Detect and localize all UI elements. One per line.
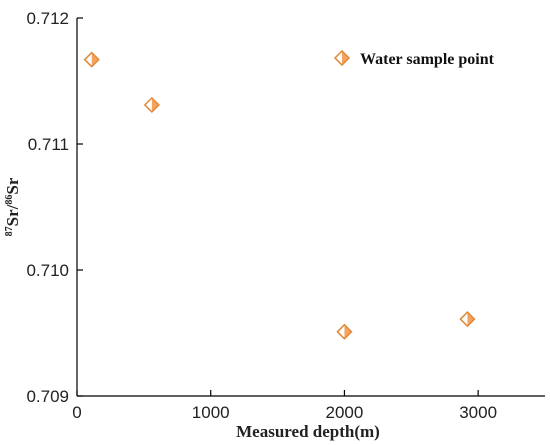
y-axis-title: 87Sr/86Sr bbox=[3, 177, 22, 236]
data-point bbox=[83, 51, 100, 68]
y-tick-label: 0.712 bbox=[26, 9, 69, 28]
x-ticks: 0 1000 2000 3000 bbox=[72, 390, 497, 422]
data-point bbox=[336, 323, 353, 340]
legend-label: Water sample point bbox=[360, 51, 495, 68]
x-tick-label: 0 bbox=[72, 403, 81, 422]
y-tick-label: 0.710 bbox=[26, 261, 69, 280]
x-tick-label: 3000 bbox=[459, 403, 497, 422]
legend: Water sample point bbox=[334, 50, 495, 68]
y-ticks: 0.709 0.710 0.711 0.712 bbox=[26, 9, 83, 406]
data-point bbox=[459, 311, 476, 328]
x-axis-title: Measured depth(m) bbox=[236, 422, 380, 441]
data-points bbox=[83, 51, 476, 340]
x-tick-label: 2000 bbox=[326, 403, 364, 422]
data-point bbox=[143, 96, 160, 113]
y-tick-label: 0.711 bbox=[28, 135, 69, 154]
y-tick-label: 0.709 bbox=[26, 387, 69, 406]
x-tick-label: 1000 bbox=[192, 403, 230, 422]
legend-marker-icon bbox=[334, 50, 350, 66]
legend-diamond-icon bbox=[334, 50, 350, 66]
